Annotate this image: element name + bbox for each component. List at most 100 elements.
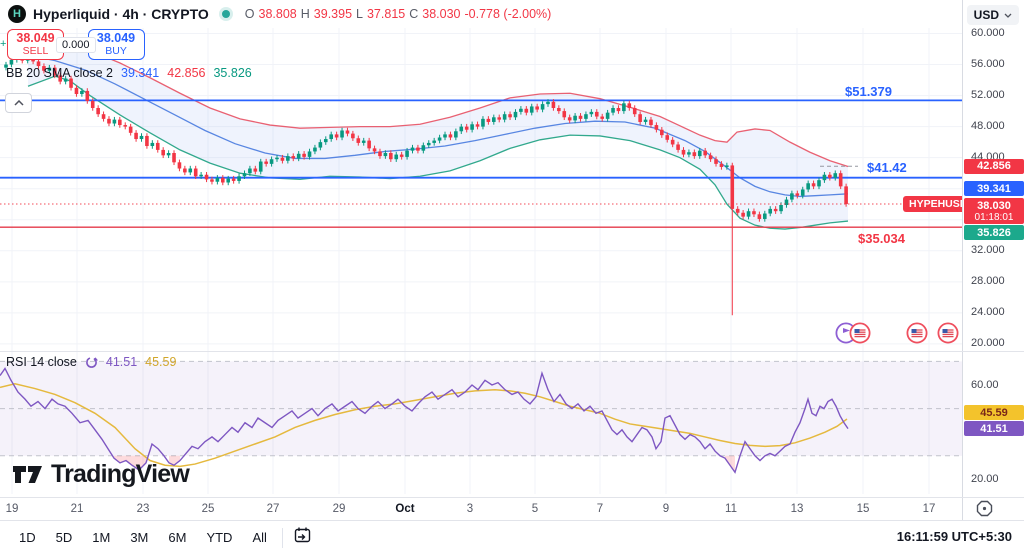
sell-button[interactable]: 38.049 SELL bbox=[7, 29, 64, 60]
time-tick-label[interactable]: 21 bbox=[70, 503, 84, 515]
left-edge-plus-marker: + bbox=[0, 38, 7, 50]
close-label: C bbox=[409, 7, 419, 21]
price-axis[interactable]: USD 60.00056.00052.00048.00044.00040.000… bbox=[962, 0, 1024, 520]
rsi-indicator-legend[interactable]: RSI 14 close 41.51 45.59 bbox=[6, 355, 176, 369]
price-chart-svg[interactable] bbox=[0, 0, 962, 497]
time-tick-label[interactable]: 19 bbox=[5, 503, 19, 515]
symbol-price-tag: HYPEHUSD bbox=[903, 196, 974, 212]
high-label: H bbox=[300, 7, 310, 21]
tradingview-watermark[interactable]: TradingView bbox=[13, 460, 190, 489]
watermark-text: TradingView bbox=[51, 460, 190, 488]
current-price-badge: 38.030 01:18:01 bbox=[964, 198, 1024, 224]
time-tick-label[interactable]: 15 bbox=[856, 503, 870, 515]
low-value: 37.815 bbox=[366, 7, 406, 21]
time-tick-label[interactable]: 13 bbox=[790, 503, 804, 515]
price-tick-label: 60.000 bbox=[971, 27, 1005, 39]
time-axis-divider bbox=[0, 497, 1024, 498]
time-tick-label[interactable]: 11 bbox=[725, 503, 737, 515]
sell-price: 38.049 bbox=[16, 30, 55, 45]
rsi-value-badge: 45.59 bbox=[964, 405, 1024, 420]
gear-icon bbox=[976, 500, 993, 517]
time-tick-label[interactable]: 25 bbox=[201, 503, 215, 515]
time-tick-label[interactable]: 27 bbox=[266, 503, 280, 515]
bb-lower-value: 35.826 bbox=[213, 66, 252, 80]
time-tick-label[interactable]: 3 bbox=[466, 503, 474, 515]
rsi-tick-label: 20.00 bbox=[971, 472, 999, 485]
us-flag-event-icon[interactable] bbox=[849, 322, 871, 349]
toolbar-divider bbox=[0, 520, 1024, 521]
close-value: 38.030 bbox=[422, 7, 461, 21]
axis-settings-button[interactable] bbox=[976, 500, 993, 522]
market-status-dot-icon bbox=[221, 10, 230, 18]
spread-value: 0.000 bbox=[56, 36, 96, 53]
chevron-down-icon bbox=[1004, 13, 1012, 18]
price-tick-label: 24.000 bbox=[971, 306, 1005, 319]
range-button-3m[interactable]: 3M bbox=[130, 530, 149, 545]
time-axis[interactable]: 19 21 23 25 27 29 Oct 3 5 7 9 11 13 15 17 bbox=[0, 497, 962, 520]
session-clock[interactable]: 16:11:59 UTC+5:30 bbox=[896, 529, 1012, 544]
bb-upper-value: 42.856 bbox=[167, 66, 206, 80]
price-line-badge: 39.341 bbox=[964, 181, 1024, 196]
hyperliquid-logo-icon: H bbox=[8, 5, 26, 23]
bb-indicator-name: BB 20 SMA close 2 bbox=[6, 66, 114, 80]
currency-label: USD bbox=[973, 8, 999, 22]
price-tick-label: 32.000 bbox=[971, 244, 1005, 257]
sell-label: SELL bbox=[22, 44, 49, 57]
time-tick-label[interactable]: 17 bbox=[922, 503, 936, 515]
time-tick-label[interactable]: 5 bbox=[531, 503, 539, 515]
tradingview-logo-icon bbox=[13, 465, 42, 483]
bb-basis-value: 39.341 bbox=[121, 66, 160, 80]
pane-divider[interactable] bbox=[0, 351, 1024, 352]
price-level-label: $51.379 bbox=[845, 84, 892, 99]
range-button-ytd[interactable]: YTD bbox=[206, 530, 233, 545]
rsi-ma-value: 45.59 bbox=[145, 355, 177, 369]
bb-indicator-legend[interactable]: BB 20 SMA close 2 39.341 42.856 35.826 bbox=[6, 66, 252, 80]
time-tick-label[interactable]: 23 bbox=[136, 503, 150, 515]
open-label: O bbox=[244, 7, 255, 21]
calendar-goto-icon bbox=[294, 527, 311, 542]
low-label: L bbox=[356, 7, 363, 21]
price-tick-label: 20.000 bbox=[971, 337, 1005, 350]
toolbar-separator bbox=[281, 527, 283, 548]
time-tick-label[interactable]: Oct bbox=[395, 503, 415, 515]
currency-selector[interactable]: USD bbox=[966, 5, 1019, 25]
price-tick-label: 52.000 bbox=[971, 89, 1005, 102]
price-level-label: $35.034 bbox=[858, 231, 905, 246]
price-tick-label: 56.000 bbox=[971, 58, 1005, 71]
buy-label: BUY bbox=[105, 44, 127, 57]
bottom-toolbar: 1D 5D 1M 3M 6M YTD All bbox=[0, 521, 1024, 554]
rsi-value-badge: 41.51 bbox=[964, 421, 1024, 436]
change-value: -0.778 (-2.00%) bbox=[464, 7, 552, 21]
order-panel: 38.049 SELL 0.000 38.049 BUY bbox=[7, 29, 145, 60]
rsi-refresh-icon[interactable] bbox=[85, 356, 98, 369]
us-flag-event-icon[interactable] bbox=[937, 322, 959, 349]
rsi-value: 41.51 bbox=[105, 355, 138, 369]
price-line-badge: 42.856 bbox=[964, 158, 1024, 174]
open-value: 38.808 bbox=[258, 7, 297, 21]
price-tick-label: 28.000 bbox=[971, 275, 1005, 288]
ohlc-readout: O 38.808 H 39.395 L 37.815 C 38.030 -0.778 (… bbox=[245, 7, 552, 21]
collapse-panel-button[interactable] bbox=[5, 93, 32, 113]
price-level-label: $41.42 bbox=[867, 160, 907, 175]
time-tick-label[interactable]: 9 bbox=[662, 503, 670, 515]
high-value: 39.395 bbox=[313, 7, 353, 21]
us-flag-event-icon[interactable] bbox=[906, 322, 928, 349]
range-button-5d[interactable]: 5D bbox=[55, 530, 73, 545]
range-button-6m[interactable]: 6M bbox=[168, 530, 187, 545]
goto-date-button[interactable] bbox=[291, 524, 314, 552]
range-button-1d[interactable]: 1D bbox=[19, 530, 36, 545]
symbol-title[interactable]: Hyperliquid · 4h · CRYPTO bbox=[33, 6, 209, 22]
rsi-indicator-name: RSI 14 close bbox=[6, 355, 77, 369]
price-line-badge: 35.826 bbox=[964, 225, 1024, 240]
price-tick-label: 48.000 bbox=[971, 120, 1005, 133]
range-button-all[interactable]: All bbox=[252, 530, 267, 545]
rsi-tick-label: 60.00 bbox=[971, 378, 999, 391]
chart-header: H Hyperliquid · 4h · CRYPTO O 38.808 H 39.… bbox=[0, 0, 962, 28]
range-button-1m[interactable]: 1M bbox=[92, 530, 111, 545]
time-tick-label[interactable]: 7 bbox=[596, 503, 604, 515]
range-buttons: 1D 5D 1M 3M 6M YTD All bbox=[12, 526, 274, 549]
buy-price: 38.049 bbox=[96, 30, 136, 45]
buy-button[interactable]: 38.049 BUY bbox=[87, 29, 145, 60]
time-tick-label[interactable]: 29 bbox=[332, 503, 346, 515]
